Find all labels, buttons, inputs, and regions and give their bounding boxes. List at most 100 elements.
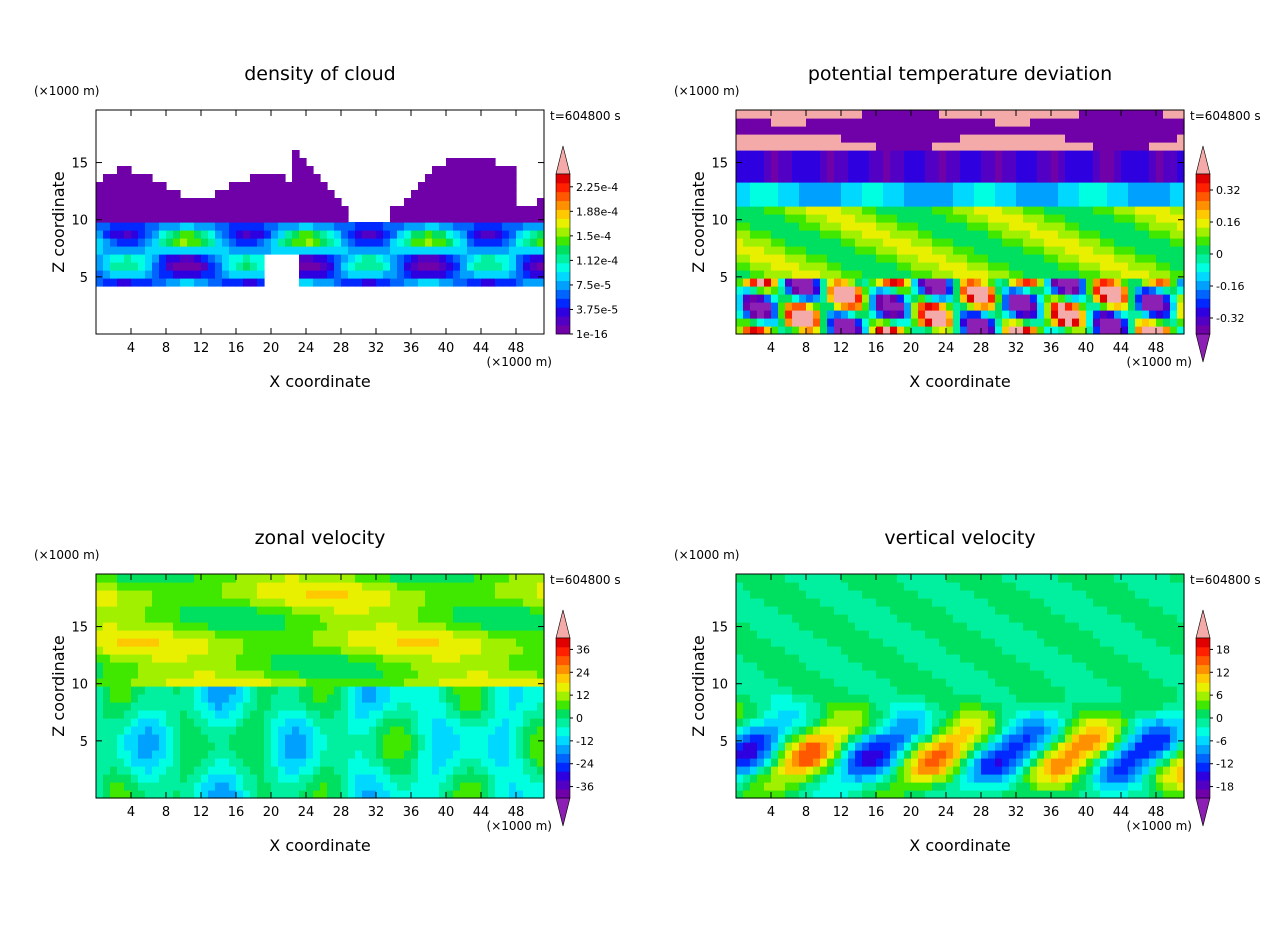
field-cell: [418, 254, 426, 263]
field-cell: [806, 702, 814, 711]
field-cell: [1002, 126, 1010, 135]
colorbar-label: 1.5e-4: [576, 230, 611, 243]
field-cell: [166, 646, 174, 655]
field-cell: [495, 590, 503, 599]
field-cell: [460, 222, 468, 231]
field-cell: [355, 702, 363, 711]
field-cell: [736, 662, 744, 671]
field-cell: [736, 214, 744, 223]
field-cell: [516, 230, 524, 239]
field-cell: [806, 134, 814, 143]
field-cell: [960, 190, 968, 199]
field-cell: [138, 174, 146, 183]
field-cell: [215, 646, 223, 655]
field-cell: [960, 270, 968, 279]
field-cell: [460, 158, 468, 167]
field-cell: [418, 750, 426, 759]
field-cell: [1051, 182, 1059, 191]
field-cell: [1121, 206, 1129, 215]
field-cell: [1065, 254, 1073, 263]
field-cell: [1093, 310, 1101, 319]
field-cell: [792, 126, 800, 135]
field-cell: [292, 230, 300, 239]
field-cell: [222, 710, 230, 719]
field-cell: [1002, 270, 1010, 279]
field-cell: [736, 590, 744, 599]
field-cell: [953, 326, 961, 335]
field-cell: [523, 638, 531, 647]
field-cell: [383, 734, 391, 743]
field-cell: [1037, 262, 1045, 271]
field-cell: [327, 646, 335, 655]
field-cell: [743, 262, 751, 271]
field-cell: [278, 710, 286, 719]
field-cell: [96, 694, 104, 703]
field-cell: [327, 198, 335, 207]
field-cell: [1114, 310, 1122, 319]
field-cell: [152, 198, 160, 207]
field-cell: [474, 174, 482, 183]
field-cell: [439, 710, 447, 719]
field-cell: [495, 278, 503, 287]
field-cell: [911, 302, 919, 311]
field-cell: [530, 582, 538, 591]
field-cell: [736, 318, 744, 327]
field-cell: [806, 190, 814, 199]
field-cell: [792, 606, 800, 615]
field-cell: [925, 286, 933, 295]
x-tick-label: 4: [127, 805, 135, 820]
field-cell: [1009, 150, 1017, 159]
field-cell: [117, 742, 125, 751]
field-cell: [236, 694, 244, 703]
field-cell: [946, 110, 954, 119]
field-cell: [1170, 166, 1178, 175]
field-cell: [187, 718, 195, 727]
field-cell: [390, 638, 398, 647]
field-cell: [757, 766, 765, 775]
field-cell: [792, 302, 800, 311]
field-cell: [869, 326, 877, 335]
field-cell: [397, 670, 405, 679]
field-cell: [1079, 110, 1087, 119]
field-cell: [292, 678, 300, 687]
field-cell: [806, 686, 814, 695]
field-cell: [799, 694, 807, 703]
field-cell: [348, 726, 356, 735]
field-cell: [236, 230, 244, 239]
field-cell: [785, 574, 793, 583]
colorbar-swatch: [556, 638, 570, 648]
field-cell: [201, 726, 209, 735]
field-cell: [460, 174, 468, 183]
field-cell: [145, 758, 153, 767]
field-cell: [215, 270, 223, 279]
field-cell: [813, 790, 821, 799]
field-cell: [827, 118, 835, 127]
field-cell: [967, 206, 975, 215]
field-cell: [1142, 270, 1150, 279]
field-cell: [397, 598, 405, 607]
field-cell: [995, 286, 1003, 295]
field-cell: [271, 606, 279, 615]
field-cell: [187, 758, 195, 767]
field-cell: [855, 214, 863, 223]
field-cell: [1030, 230, 1038, 239]
field-cell: [320, 750, 328, 759]
field-cell: [764, 150, 772, 159]
field-cell: [481, 270, 489, 279]
field-cell: [439, 166, 447, 175]
field-cell: [446, 654, 454, 663]
field-cell: [771, 182, 779, 191]
field-cell: [1002, 166, 1010, 175]
field-cell: [855, 254, 863, 263]
field-cell: [967, 158, 975, 167]
field-cell: [481, 686, 489, 695]
field-cell: [502, 654, 510, 663]
x-tick-label: 12: [193, 341, 210, 356]
field-cell: [974, 166, 982, 175]
field-cell: [743, 734, 751, 743]
field-cell: [523, 654, 531, 663]
field-cell: [778, 750, 786, 759]
field-cell: [1037, 238, 1045, 247]
field-cell: [1016, 278, 1024, 287]
